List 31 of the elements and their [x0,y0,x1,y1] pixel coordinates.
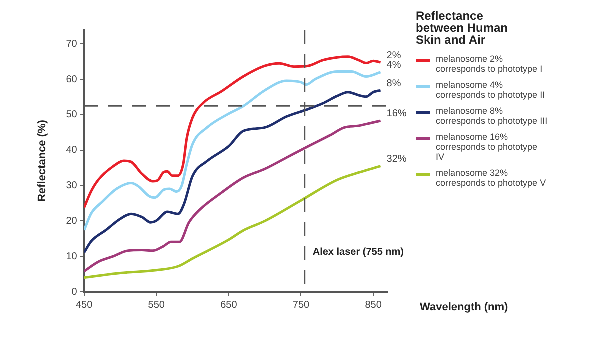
line-series [84,120,382,273]
legend-title: Reflectance between Human Skin and Air [416,9,510,47]
y-tick-label: 0 [72,286,78,298]
y-tick-label: 30 [66,180,78,192]
annotation: 4% [386,60,402,72]
legend-label: melanosome 32% corresponds to phototype V [436,168,548,188]
annotation: 16% [386,108,407,120]
y-tick-label: 40 [66,145,78,156]
x-tick-label: 750 [292,300,310,311]
annotation: 2% [386,50,402,62]
annotation: 32% [386,154,407,166]
y-axis-title: Reflectance (%) [36,120,49,202]
line-series [84,70,382,232]
line-series [84,56,382,209]
y-tick-label: 50 [66,110,78,121]
x-tick-label: 650 [220,300,238,311]
y-tick-label: 70 [66,38,78,50]
legend-label: melanosome 16% corresponds to phototype IV [436,132,539,162]
legend-label: melanosome 8% corresponds to phototype III [436,106,548,126]
x-tick-label: 850 [365,300,382,311]
legend-label: melanosome 2% corresponds to phototype I [436,54,544,74]
x-tick-label: 550 [148,300,166,311]
x-tick-label: 450 [76,300,94,311]
x-axis-title: Wavelength (nm) [420,302,509,314]
y-tick-label: 60 [66,74,78,86]
legend-label: melanosome 4% corresponds to phototype II [436,80,546,100]
ref-line-label: Alex laser (755 nm) [312,246,404,258]
y-tick-label: 20 [66,216,78,227]
y-tick-label: 10 [66,251,78,262]
annotation: 8% [386,78,402,90]
line-series [84,165,382,280]
